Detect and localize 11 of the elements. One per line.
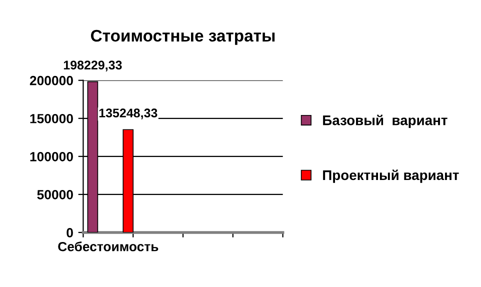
y-tick-label: 0 <box>66 228 73 238</box>
y-tick-label: 100000 <box>30 152 73 162</box>
y-tick-label: 50000 <box>37 190 73 200</box>
chart-title: Стоимостные затраты <box>91 30 275 45</box>
legend-label: Базовый вариант <box>323 114 448 128</box>
x-tick-label: Себестоимость <box>58 241 158 252</box>
data-label: 135248,33 <box>99 108 158 120</box>
y-tick-label: 150000 <box>30 114 73 124</box>
y-tick-label: 200000 <box>30 76 73 86</box>
legend-label: Проектный вариант <box>323 170 459 183</box>
data-label: 198229,33 <box>64 60 122 72</box>
